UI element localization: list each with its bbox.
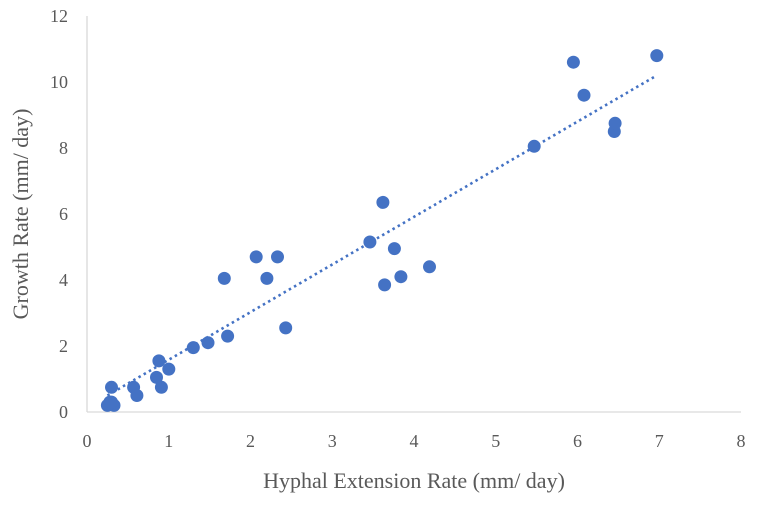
x-tick-label: 6 — [573, 431, 582, 451]
data-point — [378, 278, 392, 292]
x-tick-label: 0 — [83, 431, 92, 451]
data-point — [201, 336, 215, 350]
x-tick-label: 8 — [737, 431, 746, 451]
data-point — [608, 116, 622, 130]
data-point — [363, 235, 377, 249]
x-tick-label: 7 — [655, 431, 664, 451]
data-point — [650, 49, 664, 63]
data-point — [186, 341, 200, 355]
data-point — [105, 395, 118, 409]
x-tick-label: 2 — [246, 431, 255, 451]
data-point — [217, 271, 231, 285]
y-tick-label: 12 — [50, 6, 68, 26]
data-point — [221, 329, 235, 343]
data-point — [394, 270, 408, 284]
data-point — [376, 195, 390, 209]
x-tick-label: 4 — [410, 431, 419, 451]
x-axis-title: Hyphal Extension Rate (mm/ day) — [263, 468, 565, 493]
data-point — [154, 380, 168, 394]
y-tick-label: 8 — [59, 138, 68, 158]
x-tick-label: 5 — [491, 431, 500, 451]
data-point — [279, 321, 293, 335]
data-point — [260, 271, 274, 285]
data-point — [566, 55, 580, 69]
y-tick-label: 10 — [50, 72, 68, 92]
x-tick-labels: 0 1 2 3 4 5 6 7 8 — [83, 431, 746, 451]
data-point — [152, 354, 166, 368]
x-tick-label: 1 — [164, 431, 173, 451]
data-points — [100, 49, 664, 412]
data-point — [423, 260, 436, 274]
y-tick-label: 4 — [59, 270, 68, 290]
trendline — [106, 74, 658, 397]
data-point — [105, 380, 118, 394]
data-point — [130, 389, 144, 402]
data-point — [387, 242, 401, 256]
x-tick-label: 3 — [328, 431, 337, 451]
y-axis-title: Growth Rate (mm/ day) — [8, 109, 33, 320]
data-point — [249, 250, 263, 264]
data-point — [162, 362, 176, 376]
data-point — [150, 370, 163, 384]
data-point — [577, 88, 591, 102]
y-tick-label: 0 — [59, 402, 68, 422]
data-point — [271, 250, 284, 264]
y-tick-label: 2 — [59, 336, 68, 356]
y-tick-label: 6 — [59, 204, 68, 224]
y-tick-labels: 0 2 4 6 8 10 12 — [50, 6, 68, 422]
